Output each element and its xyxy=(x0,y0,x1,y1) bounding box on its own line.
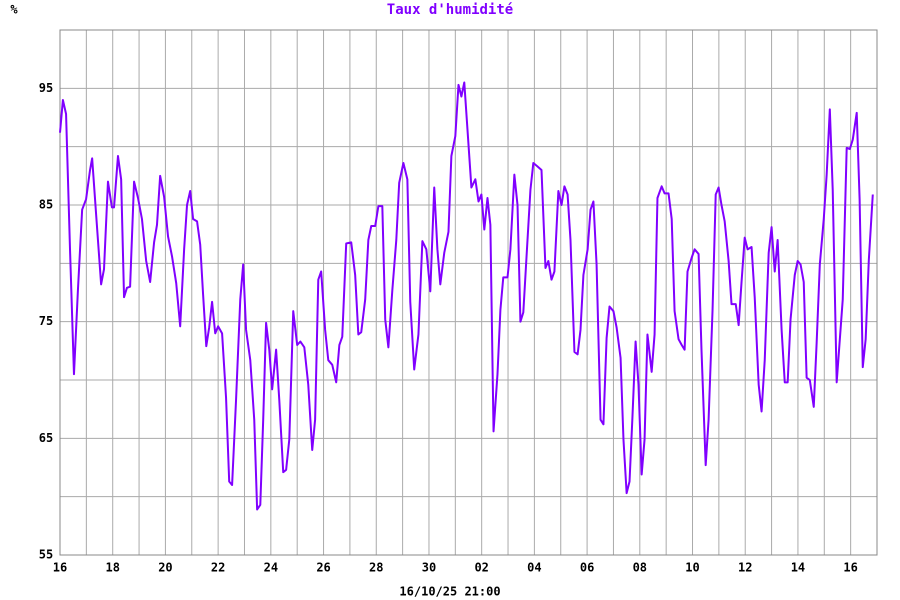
x-tick-label: 02 xyxy=(474,561,488,575)
x-tick-label: 20 xyxy=(158,561,172,575)
x-tick-label: 04 xyxy=(527,561,541,575)
x-tick-label: 22 xyxy=(211,561,225,575)
x-tick-label: 16 xyxy=(53,561,67,575)
data-line xyxy=(59,81,874,511)
x-tick-label: 26 xyxy=(316,561,330,575)
x-tick-label: 18 xyxy=(105,561,119,575)
plot-frame xyxy=(59,29,878,556)
x-tick-label: 30 xyxy=(422,561,436,575)
x-tick-label: 08 xyxy=(633,561,647,575)
y-tick-label: 65 xyxy=(39,431,53,445)
x-tick-label: 12 xyxy=(738,561,752,575)
x-tick-label: 06 xyxy=(580,561,594,575)
subtitle: 16/10/25 21:00 xyxy=(399,585,500,599)
x-tick-label: 28 xyxy=(369,561,383,575)
x-tick-label: 10 xyxy=(685,561,699,575)
y-tick-label: 85 xyxy=(39,198,53,212)
y-tick-label: 55 xyxy=(39,548,53,562)
x-tick-label: 24 xyxy=(264,561,278,575)
y-tick-label: 95 xyxy=(39,81,53,95)
y-tick-label: 75 xyxy=(39,314,53,328)
chart-title: Taux d'humidité xyxy=(387,2,513,18)
x-tick-label: 16 xyxy=(843,561,857,575)
x-tick-label: 14 xyxy=(791,561,805,575)
y-unit: % xyxy=(10,3,18,17)
